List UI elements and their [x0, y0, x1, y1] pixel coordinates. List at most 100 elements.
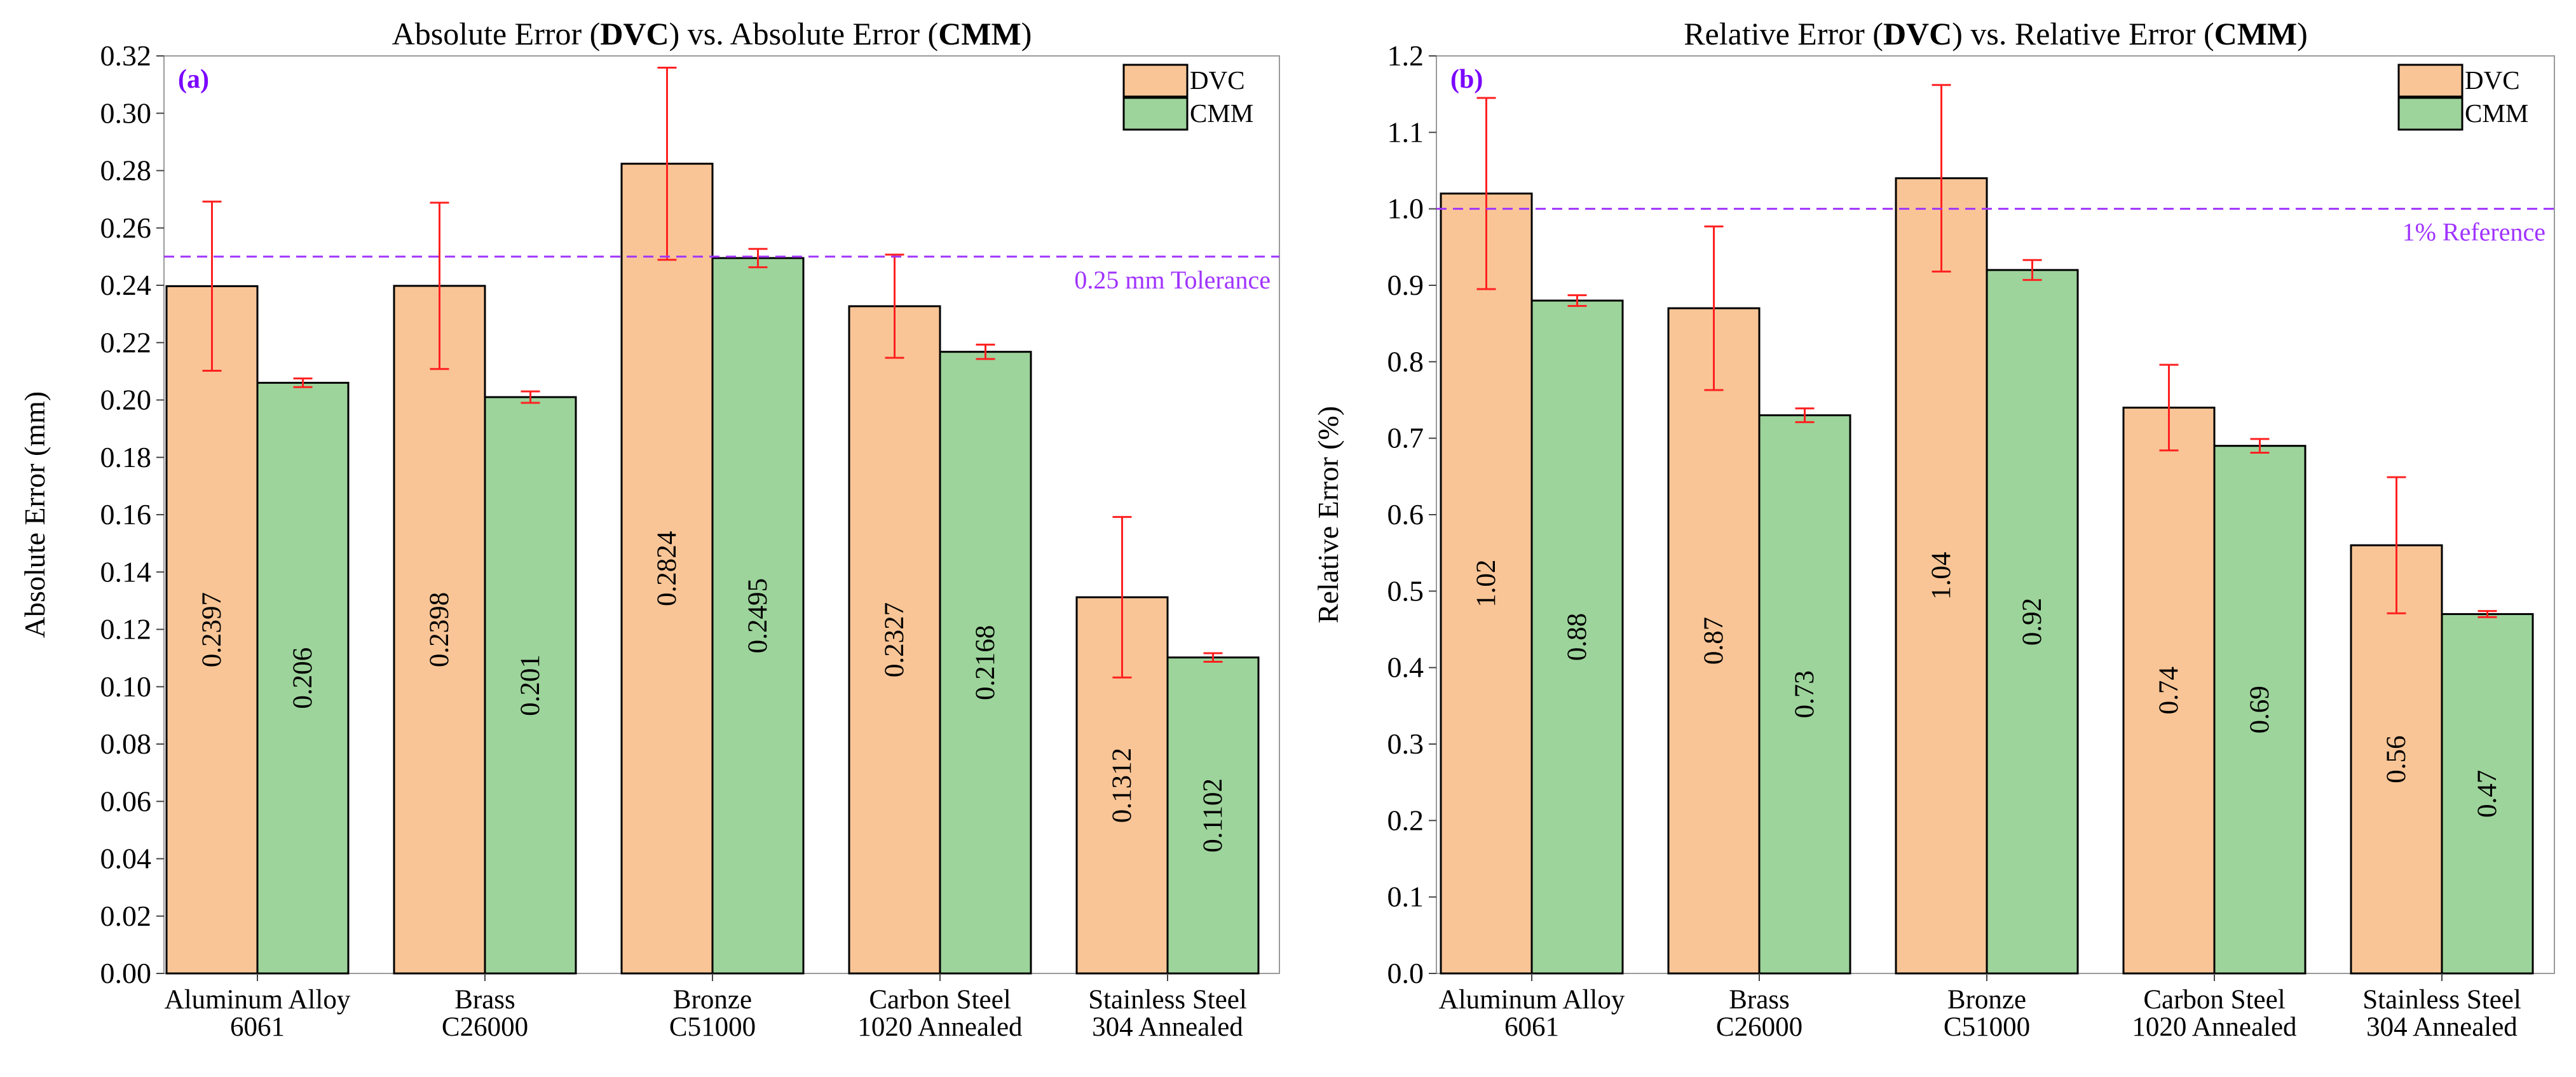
- y-tick-label: 0.20: [100, 384, 152, 416]
- legend-swatch-dvc: [1122, 64, 1189, 98]
- data-label: 0.206: [288, 647, 318, 709]
- x-tick-label-line2: C26000: [442, 1012, 528, 1042]
- data-label: 0.92: [2017, 598, 2047, 646]
- data-label: 0.1102: [1198, 778, 1228, 853]
- panel-tag: (b): [1450, 65, 1483, 94]
- y-tick-label: 0.16: [100, 498, 152, 531]
- x-tick-label: Stainless Steel: [1088, 985, 1247, 1015]
- y-tick-label: 1.2: [1387, 39, 1424, 72]
- x-tick-label: Aluminum Alloy: [1439, 985, 1625, 1015]
- y-tick-label: 1.1: [1387, 116, 1424, 148]
- legend-label-dvc: DVC: [2465, 65, 2520, 95]
- legend-swatch-cmm: [2397, 97, 2464, 131]
- y-tick-label: 0.7: [1387, 422, 1424, 454]
- y-axis-label: Relative Error (%): [1312, 406, 1344, 623]
- bar-dvc: [848, 305, 941, 975]
- data-label: 0.201: [515, 654, 545, 716]
- title-b2: CMM: [2214, 16, 2298, 51]
- y-tick-label: 0.00: [100, 957, 152, 989]
- title-post: ): [2297, 16, 2308, 51]
- x-tick-label-line2: C51000: [669, 1012, 756, 1042]
- bar-dvc: [620, 163, 714, 975]
- y-tick-label: 0.08: [100, 728, 152, 760]
- x-tick-label: Carbon Steel: [2143, 985, 2285, 1015]
- title-mid: ) vs. Absolute Error (: [669, 16, 939, 51]
- data-label: 0.56: [2382, 735, 2411, 783]
- y-tick-label: 0.12: [100, 613, 152, 646]
- bar-dvc: [1895, 177, 1988, 975]
- x-tick-label-line2: 1020 Annealed: [857, 1012, 1022, 1042]
- x-tick-label-line2: 304 Annealed: [2366, 1012, 2518, 1042]
- legend-swatch-dvc: [2397, 64, 2464, 98]
- reference-label: 1% Reference: [2402, 218, 2545, 247]
- bar-cmm: [939, 351, 1032, 975]
- y-tick-label: 0.4: [1387, 651, 1424, 684]
- y-tick-label: 0.5: [1387, 574, 1424, 607]
- data-label: 0.2824: [652, 531, 682, 606]
- x-tick-label: Aluminum Alloy: [165, 985, 351, 1015]
- data-label: 0.87: [1699, 617, 1729, 665]
- chart-title: Absolute Error (DVC) vs. Absolute Error …: [392, 16, 1032, 51]
- x-tick-label-line2: 6061: [230, 1012, 285, 1042]
- bar-dvc: [1440, 193, 1533, 975]
- y-tick-label: 0.1: [1387, 881, 1424, 913]
- data-label: 0.74: [2154, 667, 2184, 714]
- y-tick-label: 0.14: [100, 555, 152, 588]
- y-axis-label: Absolute Error (mm): [18, 391, 51, 638]
- chart-title: Relative Error (DVC) vs. Relative Error …: [1684, 16, 2308, 51]
- title-b1: DVC: [1883, 16, 1952, 51]
- bar-cmm: [1166, 656, 1260, 975]
- bar-cmm: [256, 381, 350, 975]
- y-tick-label: 0.24: [100, 269, 152, 301]
- y-tick-label: 0.06: [100, 785, 152, 817]
- y-tick-label: 0.30: [100, 97, 152, 129]
- y-tick-label: 0.8: [1387, 345, 1424, 377]
- data-label: 0.88: [1562, 613, 1592, 661]
- title-b1: DVC: [600, 16, 669, 51]
- y-tick-label: 0.3: [1387, 728, 1424, 760]
- bar-cmm: [2441, 613, 2534, 975]
- x-tick-label: Carbon Steel: [869, 985, 1011, 1015]
- y-tick-label: 0.26: [100, 212, 152, 244]
- title-b2: CMM: [938, 16, 1021, 51]
- x-tick-label: Brass: [454, 985, 515, 1015]
- panel-relative-error: Relative Error (DVC) vs. Relative Error …: [1312, 16, 2555, 1042]
- title-mid: ) vs. Relative Error (: [1952, 16, 2214, 51]
- legend-label-cmm: CMM: [1190, 98, 1253, 128]
- y-tick-label: 0.32: [100, 39, 152, 72]
- data-label: 0.2398: [425, 592, 454, 667]
- bar-cmm: [711, 257, 805, 975]
- y-tick-label: 0.18: [100, 441, 152, 473]
- panel-tag: (a): [178, 65, 209, 94]
- y-tick-label: 0.02: [100, 900, 152, 932]
- legend-label-dvc: DVC: [1190, 65, 1245, 95]
- reference-label: 0.25 mm Tolerance: [1074, 266, 1271, 294]
- data-label: 1.04: [1926, 552, 1956, 600]
- y-tick-label: 0.04: [100, 843, 152, 875]
- y-tick-label: 0.0: [1387, 957, 1424, 989]
- y-tick-label: 0.2: [1387, 804, 1424, 836]
- title-pre: Relative Error (: [1684, 16, 1883, 51]
- x-tick-label-line2: 1020 Annealed: [2132, 1012, 2296, 1042]
- x-tick-label: Stainless Steel: [2362, 985, 2521, 1015]
- x-tick-label: Bronze: [1947, 985, 2026, 1015]
- bar-cmm: [484, 396, 577, 975]
- x-tick-label: Brass: [1729, 985, 1790, 1015]
- y-tick-label: 1.0: [1387, 193, 1424, 225]
- x-tick-label-line2: 304 Annealed: [1092, 1012, 1243, 1042]
- y-tick-label: 0.28: [100, 154, 152, 187]
- x-tick-label: Bronze: [673, 985, 752, 1015]
- data-label: 0.2168: [971, 625, 1000, 700]
- data-label: 0.47: [2472, 770, 2502, 818]
- data-label: 1.02: [1471, 560, 1501, 607]
- bar-cmm: [1530, 299, 1624, 975]
- x-tick-label-line2: 6061: [1504, 1012, 1559, 1042]
- title-pre: Absolute Error (: [392, 16, 601, 51]
- data-label: 0.2397: [197, 592, 227, 667]
- data-label: 0.1312: [1107, 748, 1137, 823]
- bar-cmm: [2213, 445, 2307, 975]
- bar-dvc: [2122, 407, 2216, 975]
- bar-cmm: [1986, 269, 2079, 975]
- data-label: 0.2327: [880, 602, 910, 677]
